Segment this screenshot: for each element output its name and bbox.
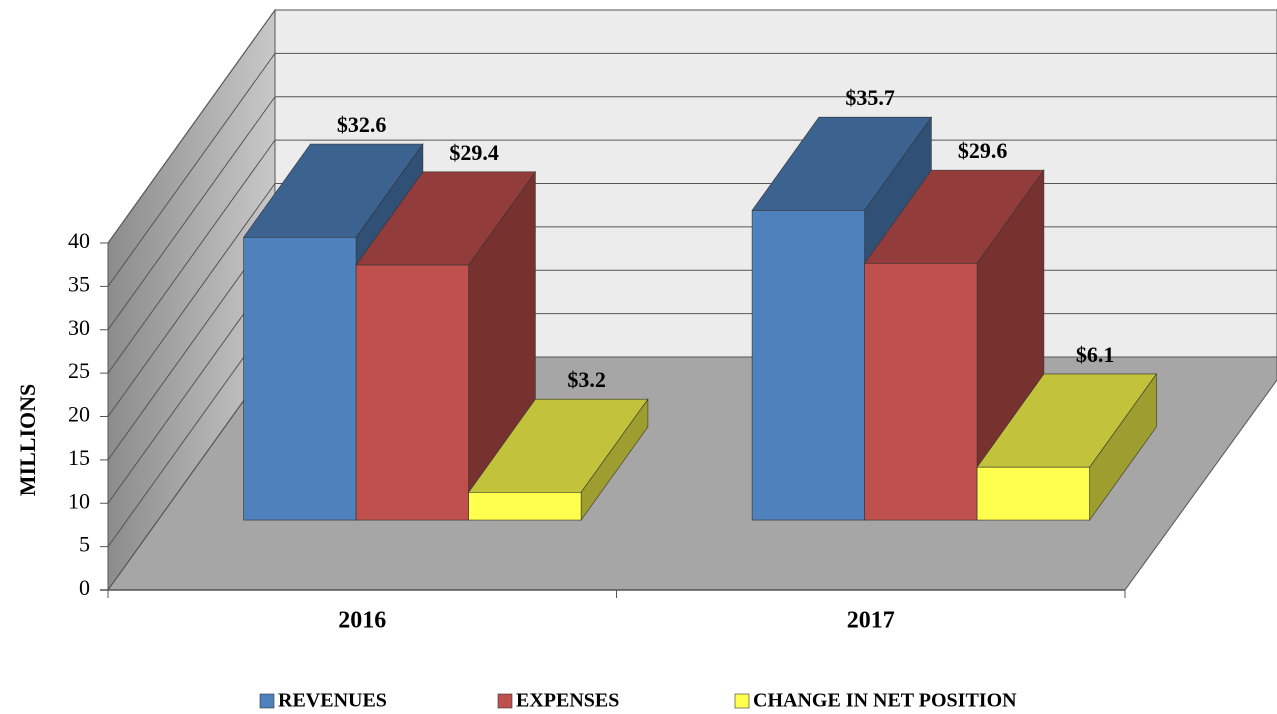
bar-front	[243, 236, 357, 521]
bar-front	[751, 210, 865, 521]
bar	[864, 169, 1045, 522]
value-label: $3.2	[567, 367, 606, 392]
legend-swatch	[734, 693, 750, 709]
legend-label: EXPENSES	[516, 690, 619, 712]
bar	[976, 373, 1157, 522]
bar-front	[468, 492, 582, 521]
y-tick-label: 5	[79, 532, 90, 557]
y-tick-label: 20	[68, 402, 90, 427]
y-axis-label: MILLIONS	[15, 384, 40, 496]
x-tick-label: 2017	[847, 608, 895, 634]
x-tick-label: 2016	[338, 608, 386, 634]
legend-swatch	[497, 693, 513, 709]
grid-line	[107, 53, 276, 287]
y-tick-label: 30	[68, 315, 90, 340]
grid-line	[107, 9, 276, 244]
grid-line	[107, 139, 276, 374]
bar-front	[355, 264, 469, 521]
grid-line	[107, 183, 276, 417]
legend-label: REVENUES	[278, 690, 387, 712]
y-tick-label: 40	[68, 228, 90, 253]
legend-swatch	[259, 693, 275, 709]
bar-front	[976, 466, 1090, 521]
y-tick-label: 35	[68, 271, 90, 296]
bar-front	[864, 263, 978, 521]
grid-line	[107, 96, 276, 331]
value-label: $29.6	[958, 138, 1008, 163]
y-tick-label: 10	[68, 488, 90, 513]
value-label: $35.7	[845, 85, 895, 110]
value-label: $32.6	[337, 112, 387, 137]
legend-label: CHANGE IN NET POSITION	[753, 690, 1017, 712]
y-tick-label: 15	[68, 445, 90, 470]
bar	[468, 398, 649, 522]
value-label: $29.4	[449, 140, 499, 165]
y-tick-label: 25	[68, 358, 90, 383]
value-label: $6.1	[1076, 342, 1115, 367]
y-tick-label: 0	[79, 575, 90, 600]
